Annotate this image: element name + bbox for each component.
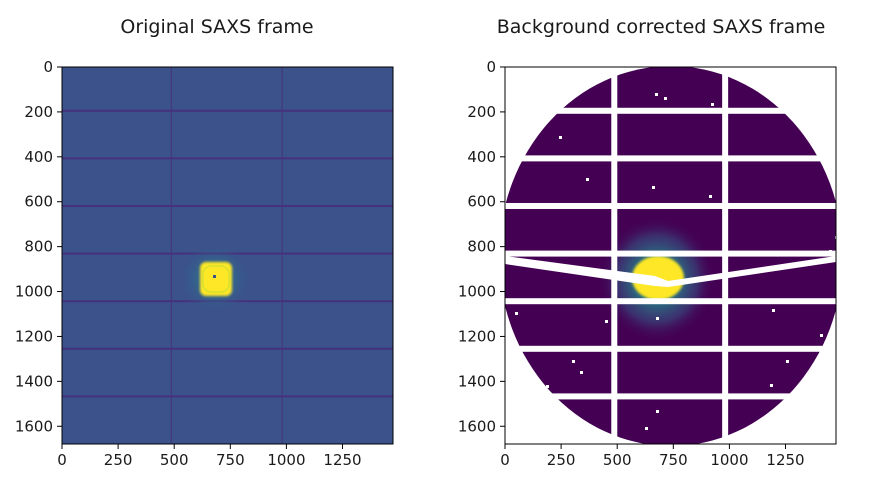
left-module-gap-column: [281, 67, 283, 444]
right-module-gap-column: [722, 67, 729, 444]
right-masked-pixel: [829, 250, 832, 253]
right-x-tick-label: 250: [547, 451, 576, 469]
right-masked-pixel: [546, 385, 549, 388]
right-masked-pixels: [515, 93, 836, 430]
right-masked-pixel: [566, 94, 569, 97]
right-x-tick-label: 750: [659, 451, 688, 469]
right-masked-pixel: [586, 178, 589, 181]
left-x-tick-label: 0: [57, 451, 67, 469]
right-module-gaps: [505, 67, 836, 444]
right-module-gap-row: [505, 345, 836, 352]
right-masked-pixel: [515, 312, 518, 315]
right-masked-pixel: [652, 186, 655, 189]
right-module-gap-row: [505, 393, 836, 400]
right-masked-pixel: [656, 410, 659, 413]
right-masked-pixel: [786, 360, 789, 363]
left-x-tick-label: 1000: [267, 451, 305, 469]
left-y-tick-label: 0: [43, 58, 53, 76]
left-y-tick-label: 1600: [15, 417, 53, 435]
right-masked-pixel: [709, 195, 712, 198]
left-x-tick-label: 750: [216, 451, 245, 469]
left-beam-spot: [200, 262, 232, 296]
right-masked-pixel: [801, 108, 804, 111]
right-module-gap-row: [505, 298, 836, 305]
right-panel: Background corrected SAXS frame 0 250 500 7…: [458, 16, 837, 469]
right-y-tick-label: 800: [467, 238, 496, 256]
right-x-tick-label: 500: [603, 451, 632, 469]
right-mask-top-left: [505, 67, 605, 79]
right-mask-top-right: [740, 67, 836, 79]
right-masked-pixel: [664, 97, 667, 100]
left-module-gap-row: [62, 157, 393, 160]
left-panel: Original SAXS frame 0 250 500 750 1000 1250 0 2…: [15, 16, 394, 469]
left-x-tick-label: 1250: [323, 451, 361, 469]
right-panel-title: Background corrected SAXS frame: [497, 16, 826, 38]
left-x-tick-label: 250: [104, 451, 133, 469]
left-beam-edge: [202, 265, 230, 293]
left-y-tick-label: 1000: [15, 283, 53, 301]
right-y-tick-label: 200: [467, 103, 496, 121]
left-y-tick-label: 200: [24, 103, 53, 121]
right-beamstop-arm: [505, 256, 836, 287]
right-module-gap-row: [505, 202, 836, 209]
right-module-gap-column: [611, 67, 618, 444]
left-x-tick-label: 500: [160, 451, 189, 469]
right-masked-pixel: [572, 360, 575, 363]
left-y-tick-label: 400: [24, 148, 53, 166]
left-y-tick-label: 1200: [15, 327, 53, 345]
right-x-tick-label: 1250: [766, 451, 804, 469]
right-module-gap-row: [505, 155, 836, 162]
right-masked-pixel: [580, 371, 583, 374]
right-x-tick-label: 1000: [710, 451, 748, 469]
left-module-gap-column: [170, 67, 172, 444]
right-masked-pixel: [655, 93, 658, 96]
right-y-tick-label: 600: [467, 193, 496, 211]
right-y-tick-label: 1400: [458, 372, 496, 390]
right-masked-pixel: [770, 384, 773, 387]
right-masked-pixel: [822, 138, 825, 141]
left-panel-title: Original SAXS frame: [120, 16, 313, 38]
left-module-gap-row: [62, 347, 393, 350]
right-y-tick-label: 1000: [458, 283, 496, 301]
left-module-gap-row: [62, 109, 393, 112]
right-masked-pixel: [772, 309, 775, 312]
right-y-tick-label: 1200: [458, 327, 496, 345]
left-y-tick-label: 600: [24, 193, 53, 211]
right-masked-pixel: [711, 103, 714, 106]
right-masked-pixel: [559, 136, 562, 139]
left-y-tick-label: 800: [24, 238, 53, 256]
left-y-tick-label: 1400: [15, 372, 53, 390]
right-masked-pixel: [605, 320, 608, 323]
right-masked-pixel: [645, 427, 648, 430]
right-module-gap-row: [505, 107, 836, 114]
left-image: [62, 67, 393, 444]
right-y-tick-label: 0: [486, 58, 496, 76]
left-ticks: 0 250 500 750 1000 1250 0 200 400 600 800 1000 1200 1…: [15, 58, 362, 469]
right-y-tick-label: 1600: [458, 417, 496, 435]
left-module-gap-row: [62, 395, 393, 398]
right-image: [505, 67, 836, 444]
right-y-tick-label: 400: [467, 148, 496, 166]
right-masked-pixel: [656, 317, 659, 320]
right-ticks: 0 250 500 750 1000 1250 0 200 400 600 800 1000 1200 1…: [458, 58, 805, 469]
left-beamstop: [213, 275, 216, 278]
left-axes-frame: [61, 66, 394, 445]
right-masked-pixel: [820, 334, 823, 337]
right-axes-frame: [504, 66, 837, 445]
right-x-tick-label: 0: [500, 451, 510, 469]
left-module-gap-row: [62, 204, 393, 207]
right-module-gap-row: [505, 250, 836, 257]
